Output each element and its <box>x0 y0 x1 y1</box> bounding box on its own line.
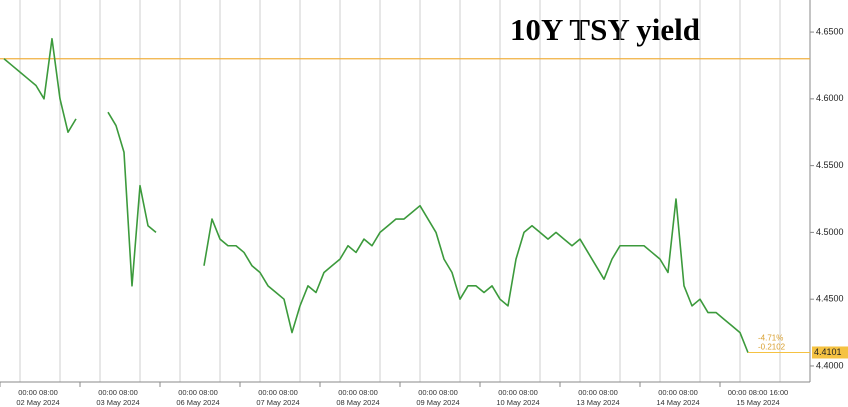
x-tick-label: 00:00 08:00 <box>98 388 138 397</box>
x-date-label: 06 May 2024 <box>176 398 219 407</box>
y-tick-label: 4.5000 <box>816 227 844 237</box>
x-tick-label: 00:00 08:00 <box>418 388 458 397</box>
x-date-label: 07 May 2024 <box>256 398 299 407</box>
x-date-label: 02 May 2024 <box>16 398 59 407</box>
x-date-label: 03 May 2024 <box>96 398 139 407</box>
chart-title: 10Y TSY yield <box>510 12 700 47</box>
y-tick-label: 4.5500 <box>816 160 844 170</box>
x-date-label: 15 May 2024 <box>736 398 779 407</box>
y-tick-label: 4.4000 <box>816 360 844 370</box>
x-tick-label: 00:00 08:00 <box>578 388 618 397</box>
x-date-label: 08 May 2024 <box>336 398 379 407</box>
x-date-label: 13 May 2024 <box>576 398 619 407</box>
x-tick-label: 00:00 08:00 16:00 <box>728 388 788 397</box>
x-tick-label: 00:00 08:00 <box>18 388 58 397</box>
x-tick-label: 00:00 08:00 <box>498 388 538 397</box>
last-value-label: 4.4101 <box>814 347 842 357</box>
x-date-label: 09 May 2024 <box>416 398 459 407</box>
y-tick-label: 4.4500 <box>816 294 844 304</box>
x-date-label: 14 May 2024 <box>656 398 699 407</box>
yield-line <box>3 37 749 353</box>
annotation: -4.71% <box>758 334 783 343</box>
x-tick-label: 00:00 08:00 <box>258 388 298 397</box>
x-tick-label: 00:00 08:00 <box>658 388 698 397</box>
last-value-box <box>812 346 848 359</box>
annotation: -0.2102 <box>758 343 786 352</box>
y-tick-label: 4.6500 <box>816 26 844 36</box>
x-date-label: 10 May 2024 <box>496 398 539 407</box>
y-tick-label: 4.6000 <box>816 93 844 103</box>
x-tick-label: 00:00 08:00 <box>178 388 218 397</box>
x-tick-label: 00:00 08:00 <box>338 388 378 397</box>
